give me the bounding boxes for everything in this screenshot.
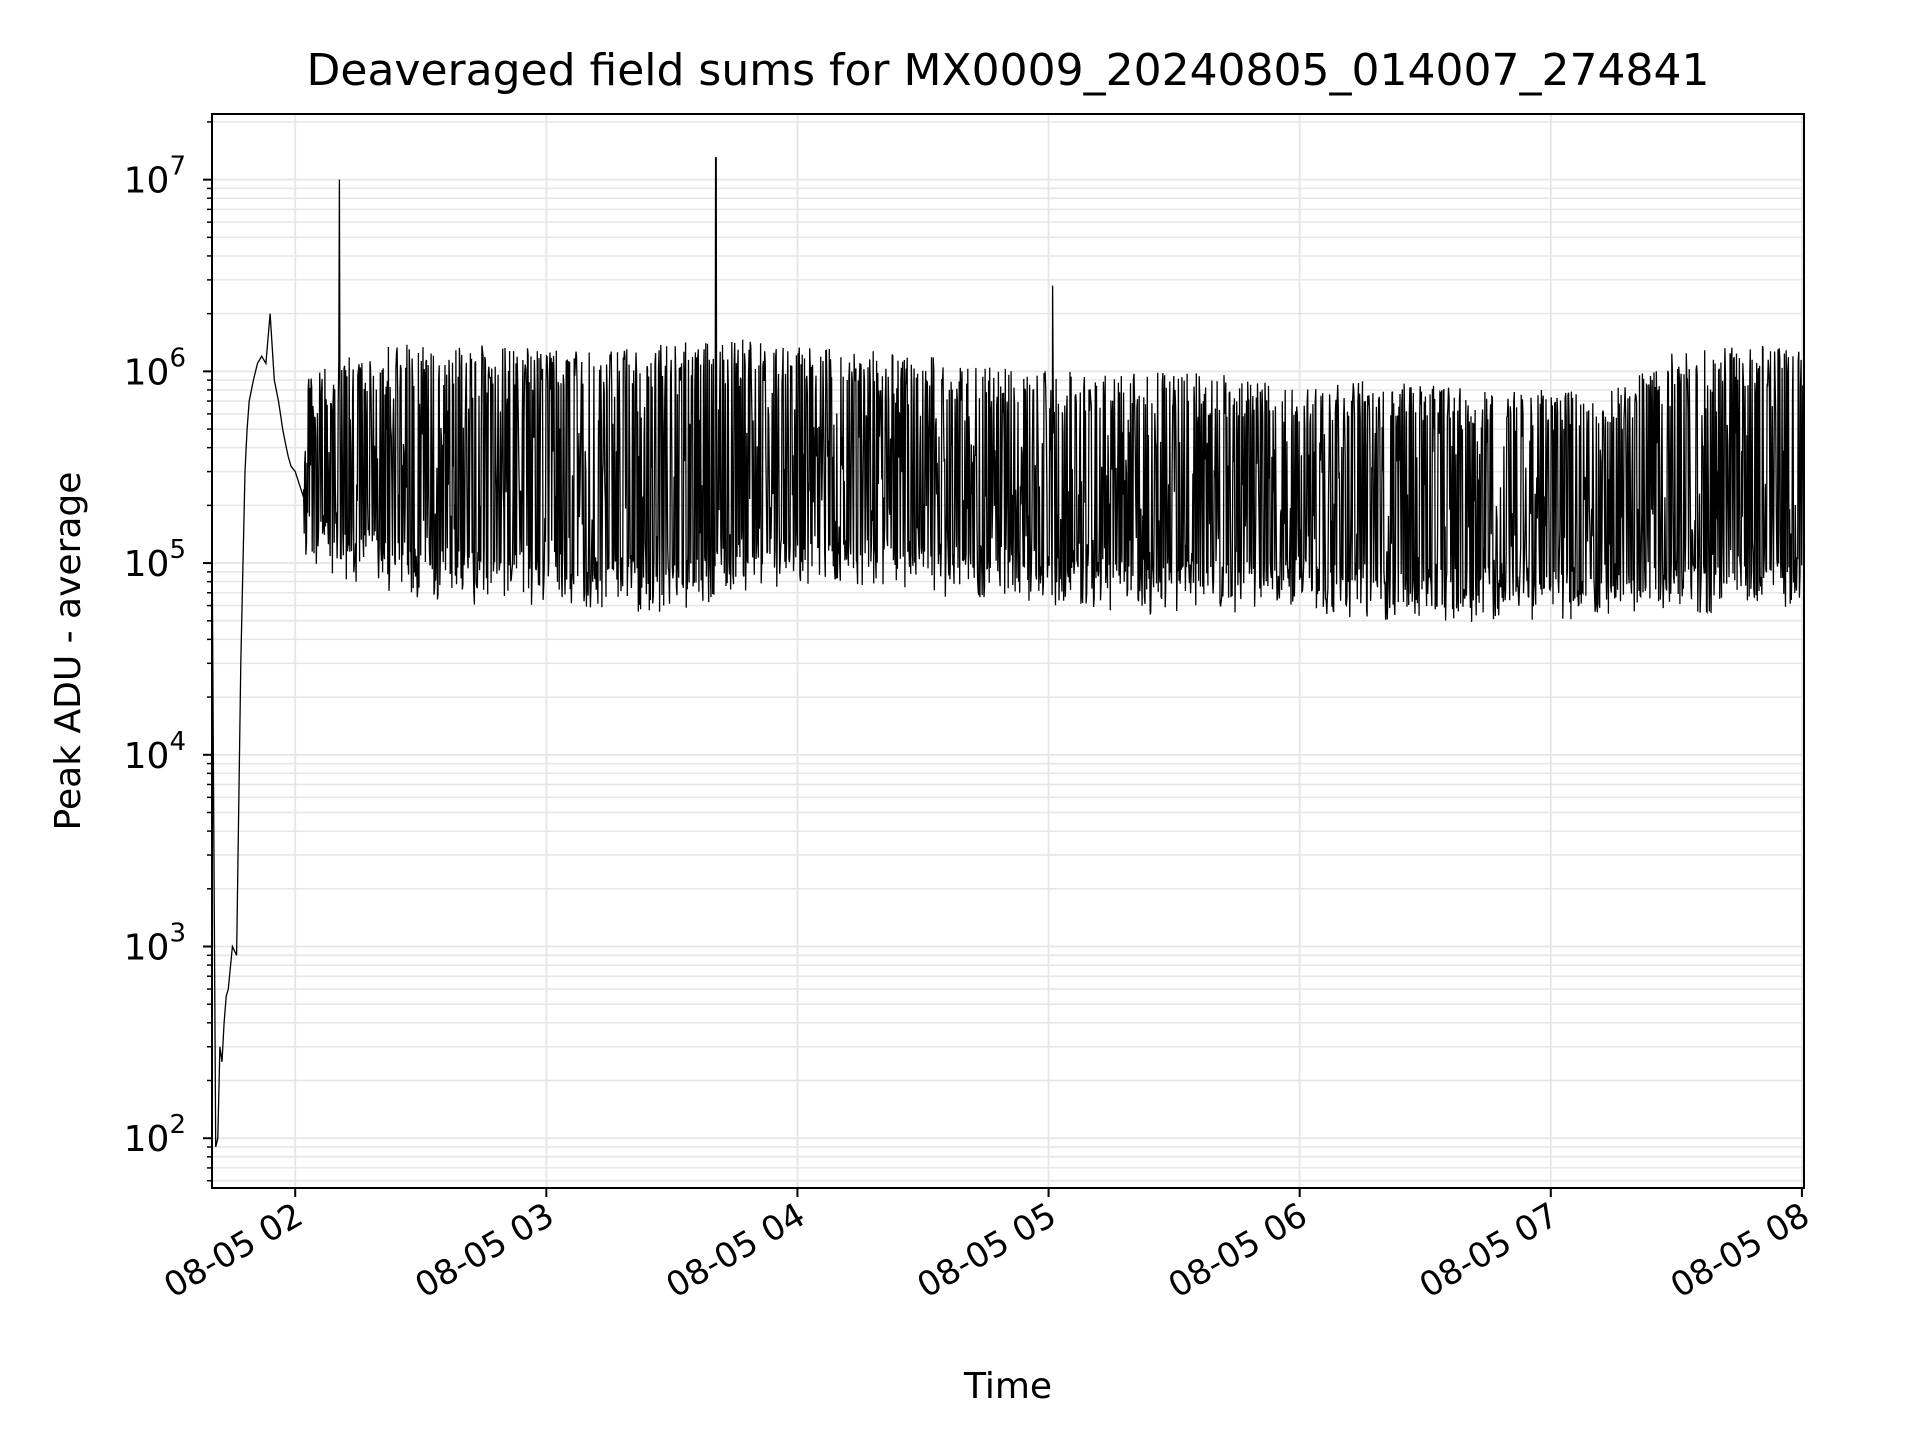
y-tick-label: 103 [124, 919, 186, 969]
series-line [212, 157, 1804, 1148]
y-tick-label: 107 [124, 152, 186, 202]
plot-frame [211, 113, 1805, 1189]
y-axis: 102 103 104 105 106 107 [124, 121, 212, 1182]
plot-area [212, 157, 1804, 1148]
series-layer [212, 157, 1804, 1148]
grid [212, 114, 1804, 1188]
y-tick-label: 106 [124, 343, 186, 393]
chart-title: Deaveraged field sums for MX0009_2024080… [307, 45, 1710, 96]
y-tick-label: 105 [124, 535, 186, 585]
y-axis-label: Peak ADU - average [48, 472, 89, 831]
x-axis-label: Time [963, 1366, 1052, 1407]
y-tick-label: 104 [124, 727, 186, 777]
y-tick-label: 102 [124, 1110, 186, 1160]
